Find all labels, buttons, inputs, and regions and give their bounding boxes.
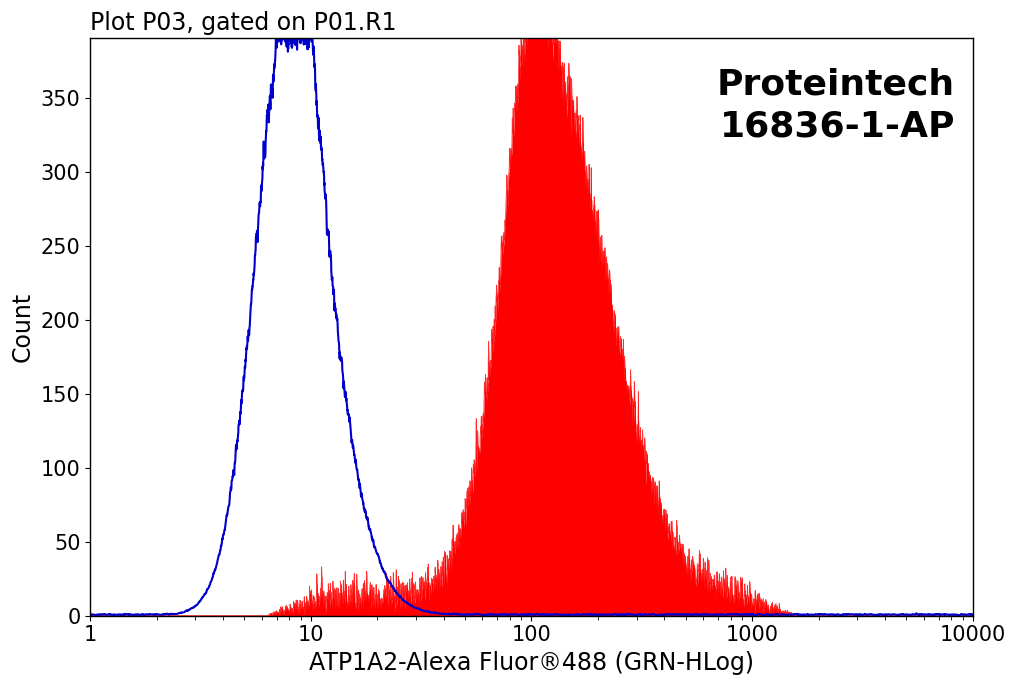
X-axis label: ATP1A2-Alexa Fluor®488 (GRN-HLog): ATP1A2-Alexa Fluor®488 (GRN-HLog) bbox=[309, 651, 754, 675]
Text: Plot P03, gated on P01.R1: Plot P03, gated on P01.R1 bbox=[91, 11, 397, 35]
Y-axis label: Count: Count bbox=[11, 292, 36, 362]
Text: Proteintech
16836-1-AP: Proteintech 16836-1-AP bbox=[717, 67, 955, 143]
